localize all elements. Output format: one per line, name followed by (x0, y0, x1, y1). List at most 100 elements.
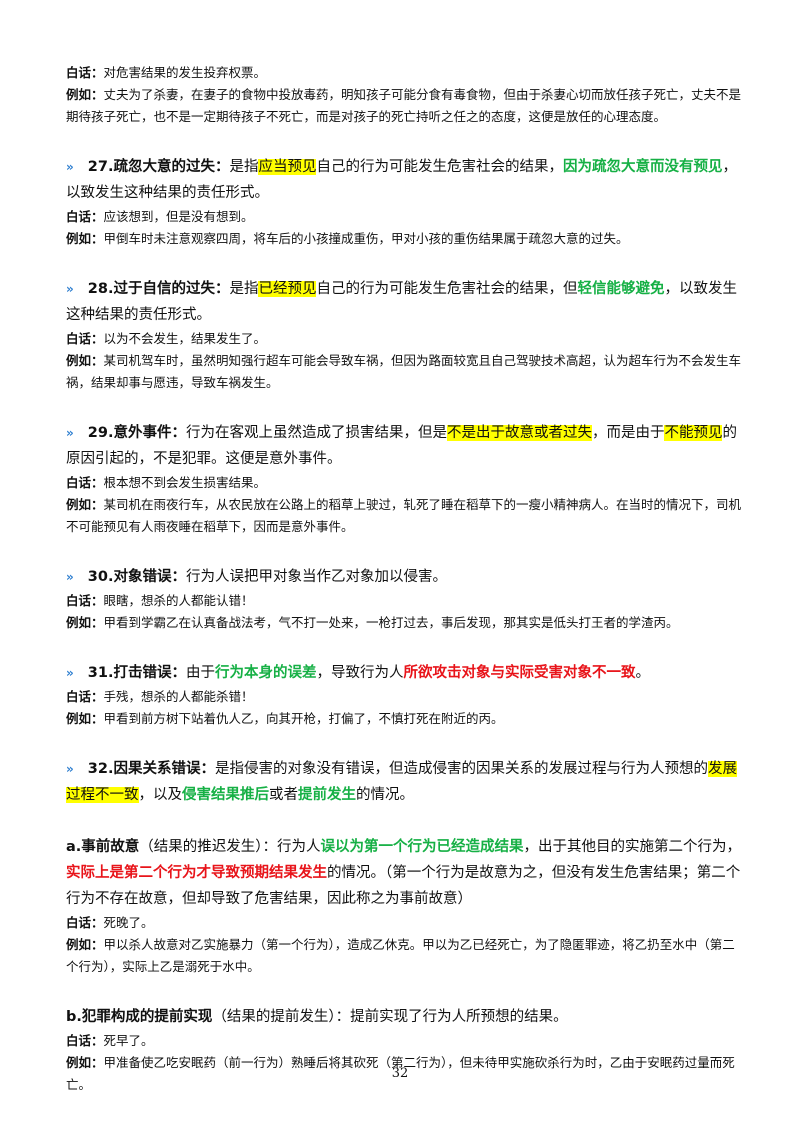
emphasis: 因为疏忽大意而没有预见 (562, 159, 723, 175)
example-note: 例如：丈夫为了杀妻，在妻子的食物中投放毒药，明知孩子可能分食有毒食物，但由于杀妻… (66, 84, 742, 128)
label: 白话： (66, 689, 104, 704)
emphasis: 行为本身的误差 (214, 665, 317, 681)
section: » 31.打击错误：由于行为本身的误差，导致行为人所欲攻击对象与实际受害对象不一致… (66, 660, 742, 730)
definition: » 28.过于自信的过失：是指已经预见自己的行为可能发生危害社会的结果，但轻信能够… (66, 276, 742, 328)
example-note: 例如：某司机驾车时，虽然明知强行超车可能会导致车祸，但因为路面较宽且自己驾驶技术… (66, 350, 742, 394)
label: 白话： (66, 475, 104, 490)
bullet-icon: » (66, 762, 74, 776)
text: 应该想到，但是没有想到。 (103, 209, 254, 224)
heading: 32.因果关系错误： (87, 761, 215, 777)
text: 以为不会发生，结果发生了。 (103, 331, 267, 346)
content: 白话：对危害结果的发生投弃权票。 例如：丈夫为了杀妻，在妻子的食物中投放毒药，明… (66, 62, 742, 1096)
text: 的原因引起的，不是犯罪。这便是意外事件。 (66, 425, 737, 467)
bullet-icon: » (66, 160, 74, 174)
plain-note: 白话：死晚了。 (66, 912, 742, 934)
label: 例如： (66, 231, 104, 246)
example-note: 例如：甲看到学霸乙在认真备战法考，气不打一处来，一枪打过去，事后发现，那其实是低… (66, 612, 742, 634)
text: 甲准备使乙吃安眠药（前一行为）熟睡后将其砍死（第二行为），但未待甲实施砍杀行为时… (66, 1055, 735, 1092)
text: ，导致行为人 (316, 665, 404, 681)
label: 白话： (66, 1033, 104, 1048)
highlight: 已经预见 (258, 281, 317, 297)
label: 白话： (66, 593, 104, 608)
text: 由于 (185, 665, 215, 681)
label: 白话： (66, 65, 104, 80)
text: 对危害结果的发生投弃权票。 (103, 65, 267, 80)
example-note: 例如：某司机在雨夜行车，从农民放在公路上的稻草上驶过，轧死了睡在稻草下的一瘦小精… (66, 494, 742, 538)
section: » 29.意外事件：行为在客观上虽然造成了损害结果，但是不是出于故意或者过失，而是… (66, 420, 742, 538)
subsection: a.事前故意（结果的推迟发生）：行为人误以为第一个行为已经造成结果，出于其他目的… (66, 834, 742, 978)
heading: a.事前故意 (66, 839, 140, 855)
label: 例如： (66, 87, 104, 102)
label: 白话： (66, 915, 104, 930)
text: ，以致发生这种结果的责任形式。 (66, 281, 737, 323)
section: » 27.疏忽大意的过失：是指应当预见自己的行为可能发生危害社会的结果，因为疏忽大… (66, 154, 742, 250)
text: 是指侵害的对象没有错误，但造成侵害的因果关系的发展过程与行为人预想的 (214, 761, 708, 777)
bullet-icon: » (66, 666, 74, 680)
example-note: 例如：甲以杀人故意对乙实施暴力（第一个行为），造成乙休克。甲以为乙已经死亡，为了… (66, 934, 742, 978)
text: 的情况。（第一个行为是故意为之，但没有发生危害结果；第二个行为不存在故意，但却导… (66, 865, 741, 907)
heading: b.犯罪构成的提前实现 (66, 1009, 213, 1025)
text: 根本想不到会发生损害结果。 (103, 475, 267, 490)
text: 甲倒车时未注意观察四周，将车后的小孩撞成重伤，甲对小孩的重伤结果属于疏忽大意的过… (103, 231, 629, 246)
heading: 28.过于自信的过失： (87, 281, 230, 297)
definition: » 29.意外事件：行为在客观上虽然造成了损害结果，但是不是出于故意或者过失，而是… (66, 420, 742, 472)
section: » 28.过于自信的过失：是指已经预见自己的行为可能发生危害社会的结果，但轻信能够… (66, 276, 742, 394)
text: 。 (635, 665, 650, 681)
text: （结果的推迟发生）：行为人 (139, 839, 321, 855)
text: ，以及 (138, 787, 183, 803)
emphasis: 提前发生 (298, 787, 356, 803)
bullet-icon: » (66, 570, 74, 584)
text: 是指 (229, 159, 259, 175)
text: 甲看到前方树下站着仇人乙，向其开枪，打偏了，不慎打死在附近的丙。 (103, 711, 504, 726)
plain-note: 白话：死早了。 (66, 1030, 742, 1052)
page-number: 32 (391, 1066, 409, 1081)
plain-note: 白话：对危害结果的发生投弃权票。 (66, 62, 742, 84)
definition: » 32.因果关系错误：是指侵害的对象没有错误，但造成侵害的因果关系的发展过程与行… (66, 756, 742, 808)
section: » 32.因果关系错误：是指侵害的对象没有错误，但造成侵害的因果关系的发展过程与行… (66, 756, 742, 808)
emphasis: 侵害结果推后 (182, 787, 269, 803)
bullet-icon: » (66, 282, 74, 296)
text: 丈夫为了杀妻，在妻子的食物中投放毒药，明知孩子可能分食有毒食物，但由于杀妻心切而… (66, 87, 742, 124)
plain-note: 白话：根本想不到会发生损害结果。 (66, 472, 742, 494)
plain-note: 白话：应该想到，但是没有想到。 (66, 206, 742, 228)
text: 行为在客观上虽然造成了损害结果，但是 (185, 425, 447, 441)
text: 自己的行为可能发生危害社会的结果， (316, 159, 563, 175)
emphasis: 实际上是第二个行为才导致预期结果发生 (66, 865, 327, 881)
label: 白话： (66, 331, 104, 346)
plain-note: 白话：以为不会发生，结果发生了。 (66, 328, 742, 350)
bullet-icon: » (66, 426, 74, 440)
emphasis: 所欲攻击对象与实际受害对象不一致 (403, 665, 636, 681)
text: 死早了。 (103, 1033, 154, 1048)
definition: » 27.疏忽大意的过失：是指应当预见自己的行为可能发生危害社会的结果，因为疏忽大… (66, 154, 742, 206)
heading: 27.疏忽大意的过失： (87, 159, 230, 175)
heading: 29.意外事件： (87, 425, 186, 441)
label: 例如： (66, 711, 104, 726)
label: 例如： (66, 353, 104, 368)
text: （结果的提前发生）：提前实现了行为人所预想的结果。 (212, 1009, 568, 1025)
text: ，出于其他目的实施第二个行为， (523, 839, 742, 855)
example-note: 例如：甲看到前方树下站着仇人乙，向其开枪，打偏了，不慎打死在附近的丙。 (66, 708, 742, 730)
section: » 30.对象错误：行为人误把甲对象当作乙对象加以侵害。 白话：眼瞎，想杀的人都能… (66, 564, 742, 634)
definition: b.犯罪构成的提前实现（结果的提前发生）：提前实现了行为人所预想的结果。 (66, 1004, 742, 1030)
highlight: 不能预见 (664, 425, 723, 441)
text: 死晚了。 (103, 915, 154, 930)
plain-note: 白话：手残，想杀的人都能杀错！ (66, 686, 742, 708)
definition: » 30.对象错误：行为人误把甲对象当作乙对象加以侵害。 (66, 564, 742, 590)
definition: » 31.打击错误：由于行为本身的误差，导致行为人所欲攻击对象与实际受害对象不一致… (66, 660, 742, 686)
text: 的情况。 (356, 787, 414, 803)
emphasis: 误以为第一个行为已经造成结果 (320, 839, 524, 855)
text: 某司机驾车时，虽然明知强行超车可能会导致车祸，但因为路面较宽且自己驾驶技术高超，… (66, 353, 742, 390)
example-note: 例如：甲倒车时未注意观察四周，将车后的小孩撞成重伤，甲对小孩的重伤结果属于疏忽大… (66, 228, 742, 250)
text: 或者 (269, 787, 298, 803)
text: ，以致发生这种结果的责任形式。 (66, 159, 737, 201)
text: 自己的行为可能发生危害社会的结果，但 (316, 281, 578, 297)
text: 行为人误把甲对象当作乙对象加以侵害。 (185, 569, 447, 585)
heading: 31.打击错误： (87, 665, 186, 681)
text: 某司机在雨夜行车，从农民放在公路上的稻草上驶过，轧死了睡在稻草下的一瘦小精神病人… (66, 497, 742, 534)
subsection: b.犯罪构成的提前实现（结果的提前发生）：提前实现了行为人所预想的结果。 白话：… (66, 1004, 742, 1096)
label: 白话： (66, 209, 104, 224)
label: 例如： (66, 615, 104, 630)
text: 甲以杀人故意对乙实施暴力（第一个行为），造成乙休克。甲以为乙已经死亡，为了隐匿罪… (66, 937, 735, 974)
